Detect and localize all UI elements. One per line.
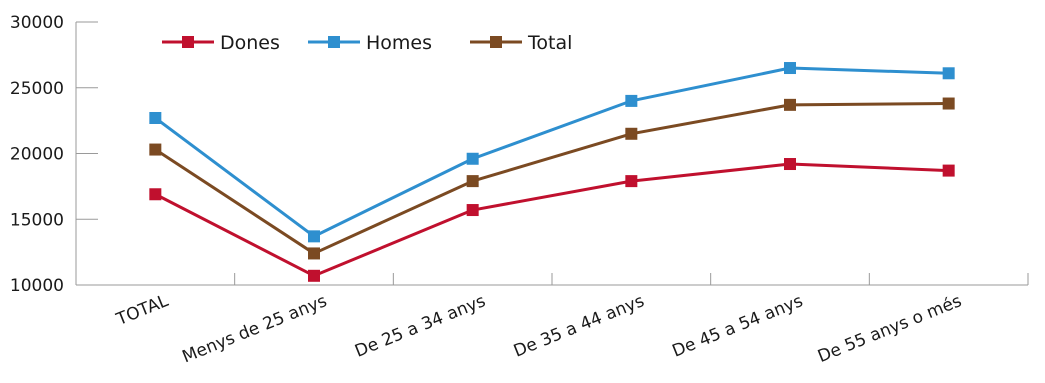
data-point — [942, 97, 955, 110]
data-point — [308, 230, 320, 243]
data-point — [149, 143, 162, 156]
data-point — [625, 175, 638, 188]
legend: Dones Homes Total — [162, 32, 572, 54]
x-tick-label: TOTAL — [113, 291, 172, 330]
data-point — [784, 158, 796, 171]
x-tick-label: De 35 a 44 anys — [511, 291, 647, 362]
legend-label: Total — [527, 32, 572, 54]
y-tick-label: 20000 — [10, 145, 64, 165]
x-axis-ticks: TOTAL Menys de 25 anys De 25 a 34 anys De 3… — [75, 273, 1029, 367]
axes — [75, 22, 1028, 286]
x-tick-label: De 25 a 34 anys — [352, 291, 488, 362]
data-point — [308, 269, 320, 282]
series-layer — [149, 62, 955, 282]
series-total — [149, 97, 955, 260]
series-homes — [149, 62, 955, 243]
series-line — [154, 162, 949, 278]
legend-item-dones: Dones — [162, 32, 280, 54]
data-point — [942, 164, 955, 177]
series-line — [154, 102, 949, 255]
legend-item-homes: Homes — [308, 32, 432, 54]
legend-marker — [328, 36, 340, 48]
data-point — [784, 62, 796, 75]
y-tick-label: 25000 — [10, 79, 64, 99]
series-line — [154, 66, 949, 238]
data-point — [784, 98, 796, 111]
y-axis-ticks: 10000 15000 20000 25000 30000 — [10, 13, 98, 296]
y-tick-label: 15000 — [10, 210, 64, 230]
legend-label: Dones — [220, 32, 280, 54]
legend-marker — [182, 36, 194, 48]
data-point — [625, 127, 638, 140]
data-point — [942, 67, 955, 80]
y-tick-label: 30000 — [10, 13, 64, 33]
data-point — [625, 94, 638, 107]
legend-label: Homes — [366, 32, 432, 54]
data-point — [308, 247, 320, 260]
data-point — [149, 188, 162, 201]
legend-marker — [490, 36, 502, 48]
x-tick-label: De 55 anys o més — [815, 291, 965, 367]
data-point — [149, 111, 162, 124]
y-tick-label: 10000 — [10, 276, 64, 296]
data-point — [466, 152, 479, 165]
x-tick-label: Menys de 25 anys — [180, 291, 330, 367]
legend-item-total: Total — [470, 32, 572, 54]
data-point — [466, 204, 479, 217]
data-point — [466, 175, 479, 188]
series-dones — [149, 158, 955, 282]
x-tick-label: De 45 a 54 anys — [670, 291, 806, 362]
